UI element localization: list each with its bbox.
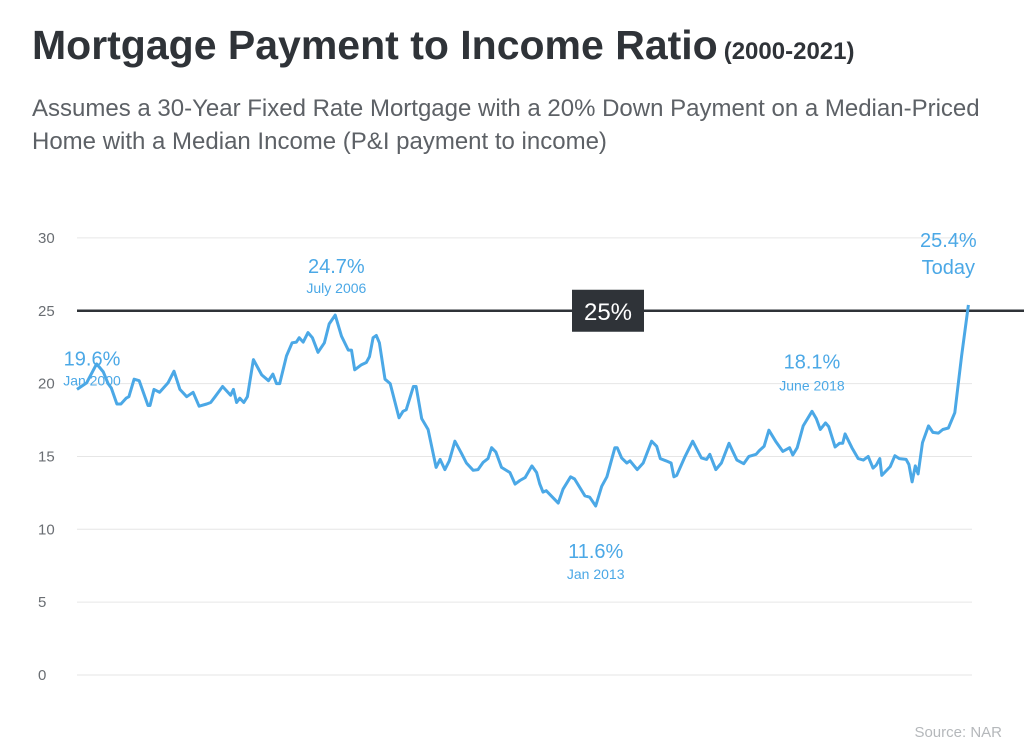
y-tick-label: 20 <box>38 376 55 393</box>
y-axis-ticks: 0 5 10 15 20 25 30 <box>38 230 55 684</box>
annotation-value: 11.6% <box>568 541 623 563</box>
series-line <box>76 304 970 508</box>
annotation-label: Jan 2000 <box>63 372 121 388</box>
annotation: 25.4% Today <box>920 230 977 279</box>
reference-label-text: 25% <box>584 299 632 326</box>
source-note: Source: NAR <box>914 724 1002 741</box>
title-text: Mortgage Payment to Income Ratio <box>32 22 718 68</box>
annotation: 18.1% June 2018 <box>779 351 845 393</box>
annotation-label: June 2018 <box>779 377 845 393</box>
annotation: 11.6% Jan 2013 <box>567 541 625 582</box>
y-tick-label: 5 <box>38 594 46 611</box>
annotation: 19.6% Jan 2000 <box>63 348 121 388</box>
annotation-value: 18.1% <box>784 351 841 373</box>
reference-label: 25% <box>572 289 644 332</box>
y-tick-label: 0 <box>38 667 46 684</box>
y-tick-label: 25 <box>38 303 55 320</box>
annotation-value: 24.7% <box>308 256 365 278</box>
annotation-label: Jan 2013 <box>567 566 625 582</box>
y-tick-label: 15 <box>38 448 55 465</box>
annotation-value: 19.6% <box>64 348 121 370</box>
reference-label-box <box>572 289 644 332</box>
chart-title: Mortgage Payment to Income Ratio (2000-20… <box>32 22 854 69</box>
annotation-label: Today <box>922 257 975 279</box>
gridlines <box>77 237 972 676</box>
annotations: 19.6% Jan 2000 24.7% July 2006 11.6% Jan 2013… <box>63 230 977 582</box>
title-years: (2000-2021) <box>723 38 855 65</box>
annotation-value: 25.4% <box>920 230 977 252</box>
chart-subtitle: Assumes a 30-Year Fixed Rate Mortgage wi… <box>32 95 980 155</box>
annotation: 24.7% July 2006 <box>306 256 366 296</box>
y-tick-label: 10 <box>38 521 55 538</box>
y-tick-label: 30 <box>38 230 55 247</box>
annotation-label: July 2006 <box>306 280 366 296</box>
